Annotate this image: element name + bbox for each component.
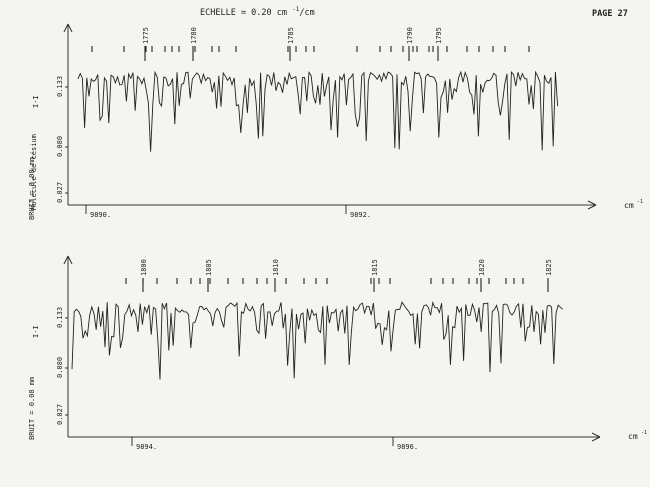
y-tick-label: 0.133 xyxy=(56,307,64,328)
y-axis-arrow xyxy=(63,255,73,265)
line-label: 1800 xyxy=(140,259,148,276)
line-label: 1780 xyxy=(190,27,198,44)
y-tick-label: 0.080 xyxy=(56,136,64,157)
scale-label: ECHELLE = 0.20 cm -1/cm xyxy=(200,6,315,18)
x-tick-label: 9894. xyxy=(136,443,157,451)
x-tick-label: 9896. xyxy=(397,443,418,451)
line-label: 1825 xyxy=(545,259,553,276)
y-axis-arrow xyxy=(63,23,73,33)
x-tick-label: 9890. xyxy=(90,211,111,219)
y-tick-label: 0.133 xyxy=(56,76,64,97)
x-axis-arrow xyxy=(591,432,601,442)
line-label: 1820 xyxy=(478,259,486,276)
line-label: 1810 xyxy=(272,259,280,276)
spectrum-trace xyxy=(71,301,563,380)
line-label: 1815 xyxy=(371,259,379,276)
x-axis-unit: cm xyxy=(628,432,638,441)
x-tick-label: 9892. xyxy=(350,211,371,219)
spectrum-trace xyxy=(77,70,559,152)
spectrum-panel-top: 0.133 0.080 0.027 I-I 9890. 9892. cm -1 1775 1780… xyxy=(32,23,643,219)
x-axis-arrow xyxy=(587,200,597,210)
line-label: 1785 xyxy=(287,27,295,44)
page-number: PAGE 27 xyxy=(592,9,628,19)
y-axis-label: I-I xyxy=(32,95,40,108)
spectrum-panel-bottom: 0.133 0.080 0.027 I-I 9894. 9896. cm -1 1800 1805… xyxy=(32,255,647,451)
y-tick-label: 0.027 xyxy=(56,404,64,425)
y-tick-label: 0.027 xyxy=(56,182,64,203)
y-tick-label: 0.080 xyxy=(56,357,64,378)
line-label: 1805 xyxy=(205,259,213,276)
x-axis-unit-sup: -1 xyxy=(641,430,647,436)
x-axis-unit: cm xyxy=(624,201,634,210)
line-label: 1795 xyxy=(435,27,443,44)
noise-label-2: BRUIT = 0.08 mm xyxy=(28,376,36,440)
line-label: 1775 xyxy=(142,27,150,44)
y-axis-label: I-I xyxy=(32,325,40,338)
line-label: 1790 xyxy=(406,27,414,44)
x-axis-unit-sup: -1 xyxy=(637,199,643,205)
noise-label-1: BRUIT = 0.08 mm xyxy=(28,156,36,220)
